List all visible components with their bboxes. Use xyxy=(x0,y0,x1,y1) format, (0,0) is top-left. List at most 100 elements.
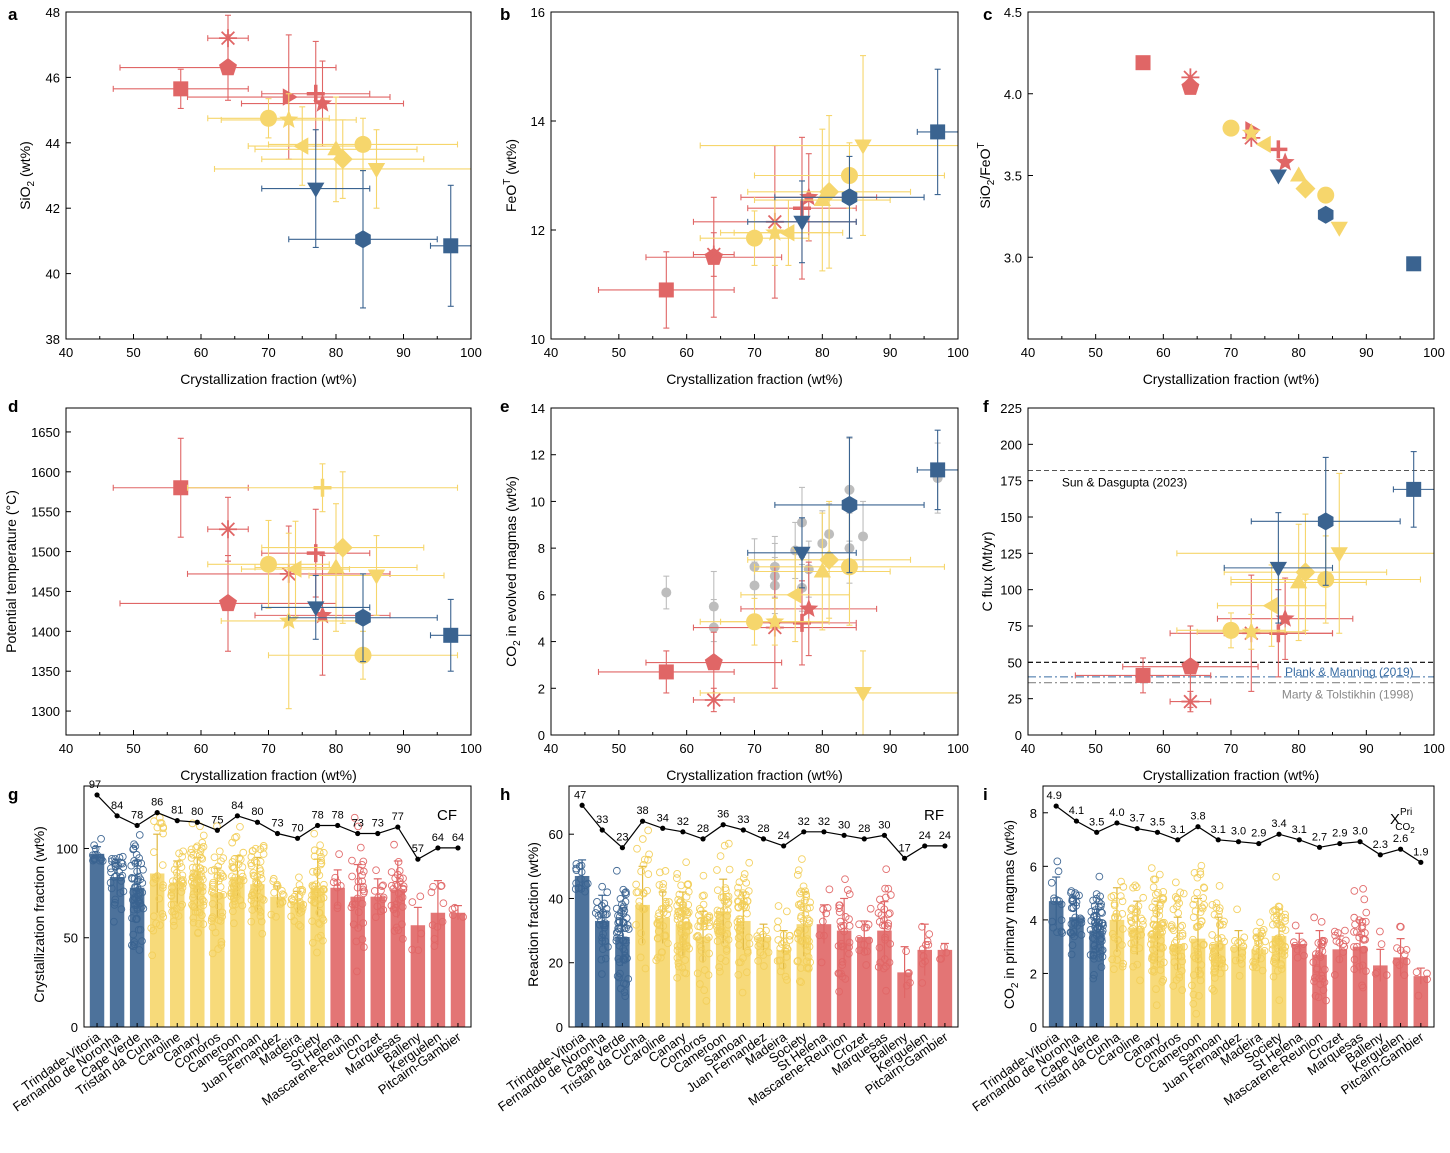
sample-point xyxy=(1156,902,1164,910)
sample-point xyxy=(801,925,809,934)
sample-point xyxy=(796,889,804,898)
y-tick-label: 25 xyxy=(1008,692,1022,707)
summary-label: 3.8 xyxy=(1190,811,1205,823)
sample-point xyxy=(178,878,186,887)
sample-point xyxy=(695,935,704,944)
sample-point xyxy=(774,936,783,944)
sample-point xyxy=(1155,870,1164,879)
sample-point xyxy=(1148,945,1157,954)
sample-point xyxy=(359,919,368,927)
marker-pentagon xyxy=(219,593,237,612)
sample-point xyxy=(257,874,266,883)
sample-point xyxy=(572,860,581,868)
sample-point xyxy=(1097,937,1106,945)
sample-point xyxy=(387,881,396,890)
y-tick-label: 2 xyxy=(538,681,545,696)
y-axis-title: C flux (Mt/yr) xyxy=(979,531,995,611)
label-sub: 2 xyxy=(512,640,523,646)
summary-label: 17 xyxy=(898,842,910,854)
panel-d: 40 50 60 70 80 90 100 1300 1350 1400 1450 1500 1550 1… xyxy=(31,425,482,783)
sample-point xyxy=(1238,953,1246,962)
sample-point xyxy=(1149,883,1158,892)
sample-point xyxy=(96,853,105,862)
panel-d-frame xyxy=(65,407,472,736)
sample-point xyxy=(715,922,724,931)
data-point xyxy=(207,496,249,562)
sample-point xyxy=(1237,938,1246,947)
sample-point xyxy=(1169,926,1178,935)
sample-point xyxy=(358,899,367,908)
data-point xyxy=(1317,186,1335,204)
sample-point xyxy=(1095,918,1104,927)
data-point xyxy=(261,119,425,199)
summary-point xyxy=(154,809,160,816)
sample-point xyxy=(110,872,119,881)
sample-point xyxy=(863,947,871,956)
sample-point xyxy=(129,930,138,939)
sample-point xyxy=(198,883,207,891)
sample-point xyxy=(1315,946,1324,955)
sample-point xyxy=(801,910,810,919)
x-tick-label: 90 xyxy=(396,345,410,360)
data-point xyxy=(1392,451,1434,528)
sample-point xyxy=(1095,872,1104,881)
sample-point xyxy=(1193,888,1201,897)
sample-point xyxy=(1196,976,1205,985)
summary-point xyxy=(901,855,908,861)
data-point xyxy=(747,500,912,619)
x-tick-label: 70 xyxy=(261,345,275,360)
sample-point xyxy=(682,907,690,916)
sample-point xyxy=(1320,978,1329,987)
sample-point xyxy=(735,878,744,887)
summary-label: 30 xyxy=(878,819,890,831)
sample-point xyxy=(1110,965,1118,973)
sample-point xyxy=(702,996,711,1005)
sample-point xyxy=(108,857,116,866)
sample-point xyxy=(1253,952,1262,961)
sample-point xyxy=(721,884,730,892)
sample-point xyxy=(1168,924,1177,933)
y-tick-label: 44 xyxy=(46,136,60,151)
sample-point xyxy=(692,932,701,941)
sample-point xyxy=(1382,971,1391,979)
y-axis-title: SiO2 (wt%) xyxy=(17,141,37,210)
summary-label: 3.5 xyxy=(1150,816,1165,828)
sample-point xyxy=(632,880,640,889)
sample-point xyxy=(394,858,403,866)
panel-f-letter: f xyxy=(983,397,989,416)
sample-point xyxy=(167,888,176,897)
label-sub: CO xyxy=(1395,822,1410,833)
sample-point xyxy=(188,877,196,886)
sample-point xyxy=(1196,908,1205,916)
sample-point xyxy=(1257,954,1265,963)
marker-diamond xyxy=(1295,562,1316,583)
sample-point xyxy=(1090,902,1099,910)
sample-point xyxy=(697,946,706,955)
sample-point xyxy=(637,937,646,946)
sample-point xyxy=(414,946,423,955)
panel-f-frame xyxy=(1027,407,1435,736)
sample-point xyxy=(156,819,165,827)
summary-label: 24 xyxy=(778,830,790,842)
sample-point xyxy=(1300,951,1308,960)
sample-point xyxy=(1096,902,1105,911)
sample-point xyxy=(353,894,362,903)
sample-point xyxy=(1216,969,1225,978)
bar xyxy=(1332,949,1348,1027)
sample-point xyxy=(779,931,788,939)
sample-point xyxy=(1173,962,1182,971)
sample-point xyxy=(129,942,138,951)
sample-point xyxy=(1240,933,1249,942)
summary-label: 73 xyxy=(372,817,384,829)
panel-f: Sun & Dasgupta (2023) Plank & Manning (20… xyxy=(1000,401,1445,783)
summary-label: 80 xyxy=(251,806,263,818)
sample-point xyxy=(232,832,241,841)
sample-point xyxy=(597,916,605,924)
sample-point xyxy=(208,949,217,958)
sample-point xyxy=(1280,947,1289,955)
panel-a-letter: a xyxy=(8,5,18,24)
sample-point xyxy=(112,872,121,880)
sample-point xyxy=(1253,934,1261,942)
sample-point xyxy=(793,929,802,938)
sample-point xyxy=(822,909,830,918)
